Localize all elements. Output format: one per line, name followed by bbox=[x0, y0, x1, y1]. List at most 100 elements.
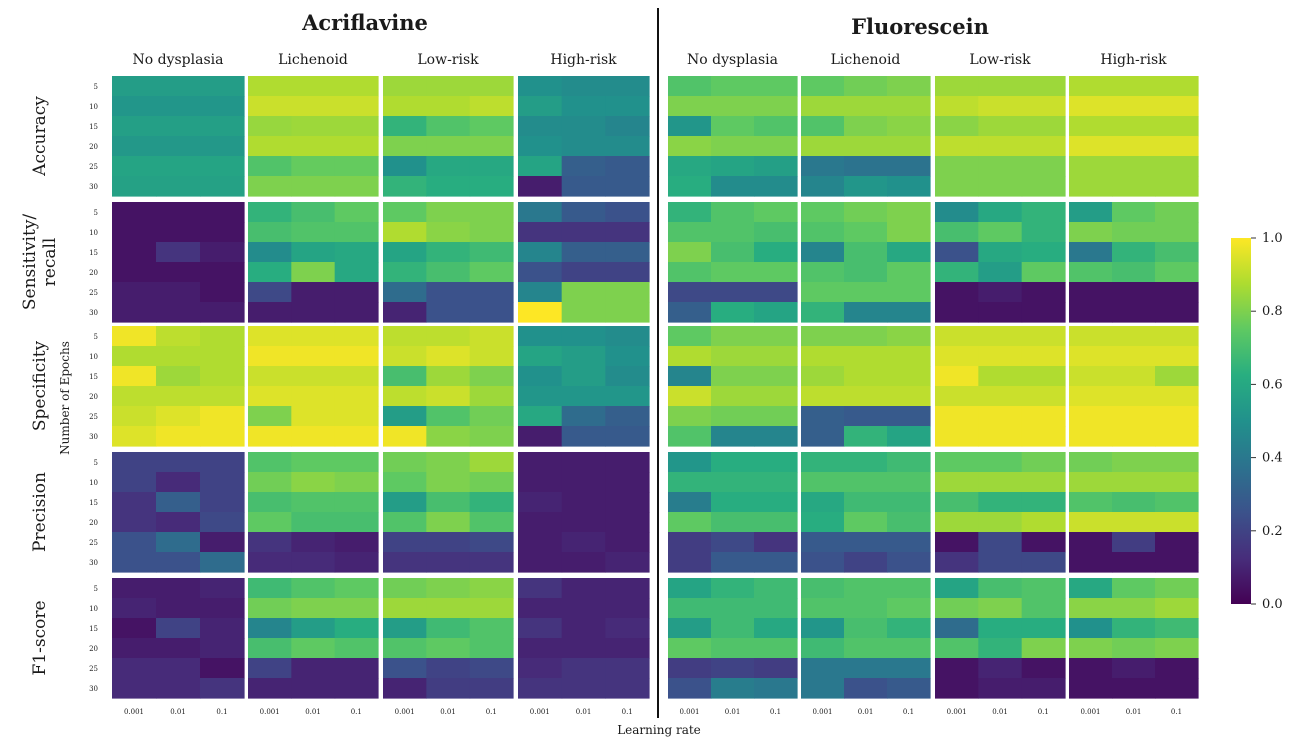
heatmap-cell bbox=[518, 426, 563, 447]
heatmap-cell bbox=[291, 116, 336, 137]
heatmap-cell bbox=[801, 366, 845, 387]
heatmap-cell bbox=[112, 96, 157, 117]
panel-fluorescein-low-risk-f1-score bbox=[935, 578, 1066, 699]
heatmap-cell bbox=[887, 618, 931, 639]
heatmap-cell bbox=[426, 202, 471, 223]
heatmap-cell bbox=[1112, 326, 1156, 347]
heatmap-cell bbox=[291, 282, 336, 303]
heatmap-cell bbox=[978, 242, 1023, 263]
heatmap-cell bbox=[605, 302, 650, 323]
heatmap-cell bbox=[112, 116, 157, 137]
colorbar-tick-label: 0.4 bbox=[1262, 451, 1283, 466]
heatmap-cell bbox=[844, 512, 888, 533]
heatmap-cell bbox=[561, 678, 606, 699]
heatmap-cell bbox=[291, 222, 336, 243]
heatmap-cell bbox=[334, 638, 379, 659]
heatmap-cell bbox=[1069, 552, 1113, 573]
heatmap-cell bbox=[383, 76, 427, 97]
heatmap-cell bbox=[383, 262, 427, 283]
heatmap-cell bbox=[518, 262, 563, 283]
heatmap-cell bbox=[801, 678, 845, 699]
heatmap-cell bbox=[1112, 116, 1156, 137]
heatmap-cell bbox=[112, 618, 157, 639]
heatmap-cell bbox=[561, 658, 606, 679]
heatmap-cell bbox=[1021, 242, 1066, 263]
heatmap-cell bbox=[248, 222, 292, 243]
heatmap-cell bbox=[1155, 452, 1199, 473]
heatmap-cell bbox=[605, 532, 650, 553]
lr-tick: 0.1 bbox=[770, 708, 781, 716]
heatmap-cell bbox=[1069, 386, 1113, 407]
epoch-tick: 20 bbox=[89, 269, 98, 277]
heatmap-cell bbox=[112, 452, 157, 473]
heatmap-cell bbox=[248, 492, 292, 513]
heatmap-cell bbox=[978, 302, 1023, 323]
group-title: Lichenoid bbox=[831, 52, 901, 68]
heatmap-cell bbox=[426, 512, 471, 533]
heatmap-cell bbox=[1069, 96, 1113, 117]
heatmap-cell bbox=[605, 452, 650, 473]
heatmap-cell bbox=[754, 426, 798, 447]
heatmap-cell bbox=[561, 426, 606, 447]
heatmap-cell bbox=[801, 302, 845, 323]
heatmap-cell bbox=[668, 202, 712, 223]
panel-fluorescein-high-risk-sensitivity-recall bbox=[1069, 202, 1199, 323]
lr-tick: 0.001 bbox=[812, 708, 832, 716]
heatmap-cell bbox=[561, 302, 606, 323]
heatmap-cell bbox=[1021, 472, 1066, 493]
heatmap-cell bbox=[156, 386, 201, 407]
heatmap-cell bbox=[426, 222, 471, 243]
heatmap-cell bbox=[1112, 678, 1156, 699]
panel-acriflavine-lichenoid-precision bbox=[248, 452, 379, 573]
heatmap-cell bbox=[605, 76, 650, 97]
heatmap-cell bbox=[668, 532, 712, 553]
heatmap-cell bbox=[469, 176, 514, 197]
lr-tick: 0.001 bbox=[530, 708, 550, 716]
heatmap-cell bbox=[978, 532, 1023, 553]
heatmap-cell bbox=[1069, 406, 1113, 427]
heatmap-cell bbox=[1112, 262, 1156, 283]
heatmap-cell bbox=[1069, 426, 1113, 447]
heatmap-cell bbox=[1155, 598, 1199, 619]
heatmap-cell bbox=[935, 658, 979, 679]
heatmap-cell bbox=[334, 618, 379, 639]
heatmap-cell bbox=[469, 96, 514, 117]
heatmap-cell bbox=[711, 426, 755, 447]
heatmap-cell bbox=[518, 678, 563, 699]
heatmap-cell bbox=[334, 598, 379, 619]
epoch-tick: 10 bbox=[89, 605, 98, 613]
heatmap-cell bbox=[112, 532, 157, 553]
heatmap-cell bbox=[469, 426, 514, 447]
heatmap-cell bbox=[1069, 76, 1113, 97]
panel-fluorescein-low-risk-precision bbox=[935, 452, 1066, 573]
heatmap-cell bbox=[887, 678, 931, 699]
heatmap-cell bbox=[1021, 618, 1066, 639]
heatmap-cell bbox=[844, 658, 888, 679]
heatmap-cell bbox=[200, 222, 245, 243]
panel-fluorescein-low-risk-accuracy bbox=[935, 76, 1066, 197]
heatmap-cell bbox=[112, 326, 157, 347]
heatmap-cell bbox=[935, 492, 979, 513]
heatmap-cell bbox=[1112, 136, 1156, 157]
epoch-tick: 5 bbox=[94, 83, 98, 91]
heatmap-cell bbox=[334, 386, 379, 407]
heatmap-cell bbox=[1021, 532, 1066, 553]
heatmap-cell bbox=[469, 262, 514, 283]
heatmap-cell bbox=[711, 552, 755, 573]
heatmap-cell bbox=[711, 512, 755, 533]
heatmap-cell bbox=[1112, 638, 1156, 659]
heatmap-cell bbox=[801, 326, 845, 347]
heatmap-cell bbox=[668, 618, 712, 639]
heatmap-cell bbox=[1155, 658, 1199, 679]
heatmap-cell bbox=[334, 202, 379, 223]
heatmap-cell bbox=[711, 366, 755, 387]
panel-fluorescein-lichenoid-f1-score bbox=[801, 578, 931, 699]
heatmap-cell bbox=[844, 492, 888, 513]
heatmap-cell bbox=[112, 202, 157, 223]
heatmap-cell bbox=[469, 512, 514, 533]
heatmap-cell bbox=[605, 618, 650, 639]
lr-tick: 0.01 bbox=[1126, 708, 1142, 716]
lr-tick: 0.01 bbox=[992, 708, 1008, 716]
heatmap-cell bbox=[711, 658, 755, 679]
lr-tick: 0.01 bbox=[576, 708, 592, 716]
